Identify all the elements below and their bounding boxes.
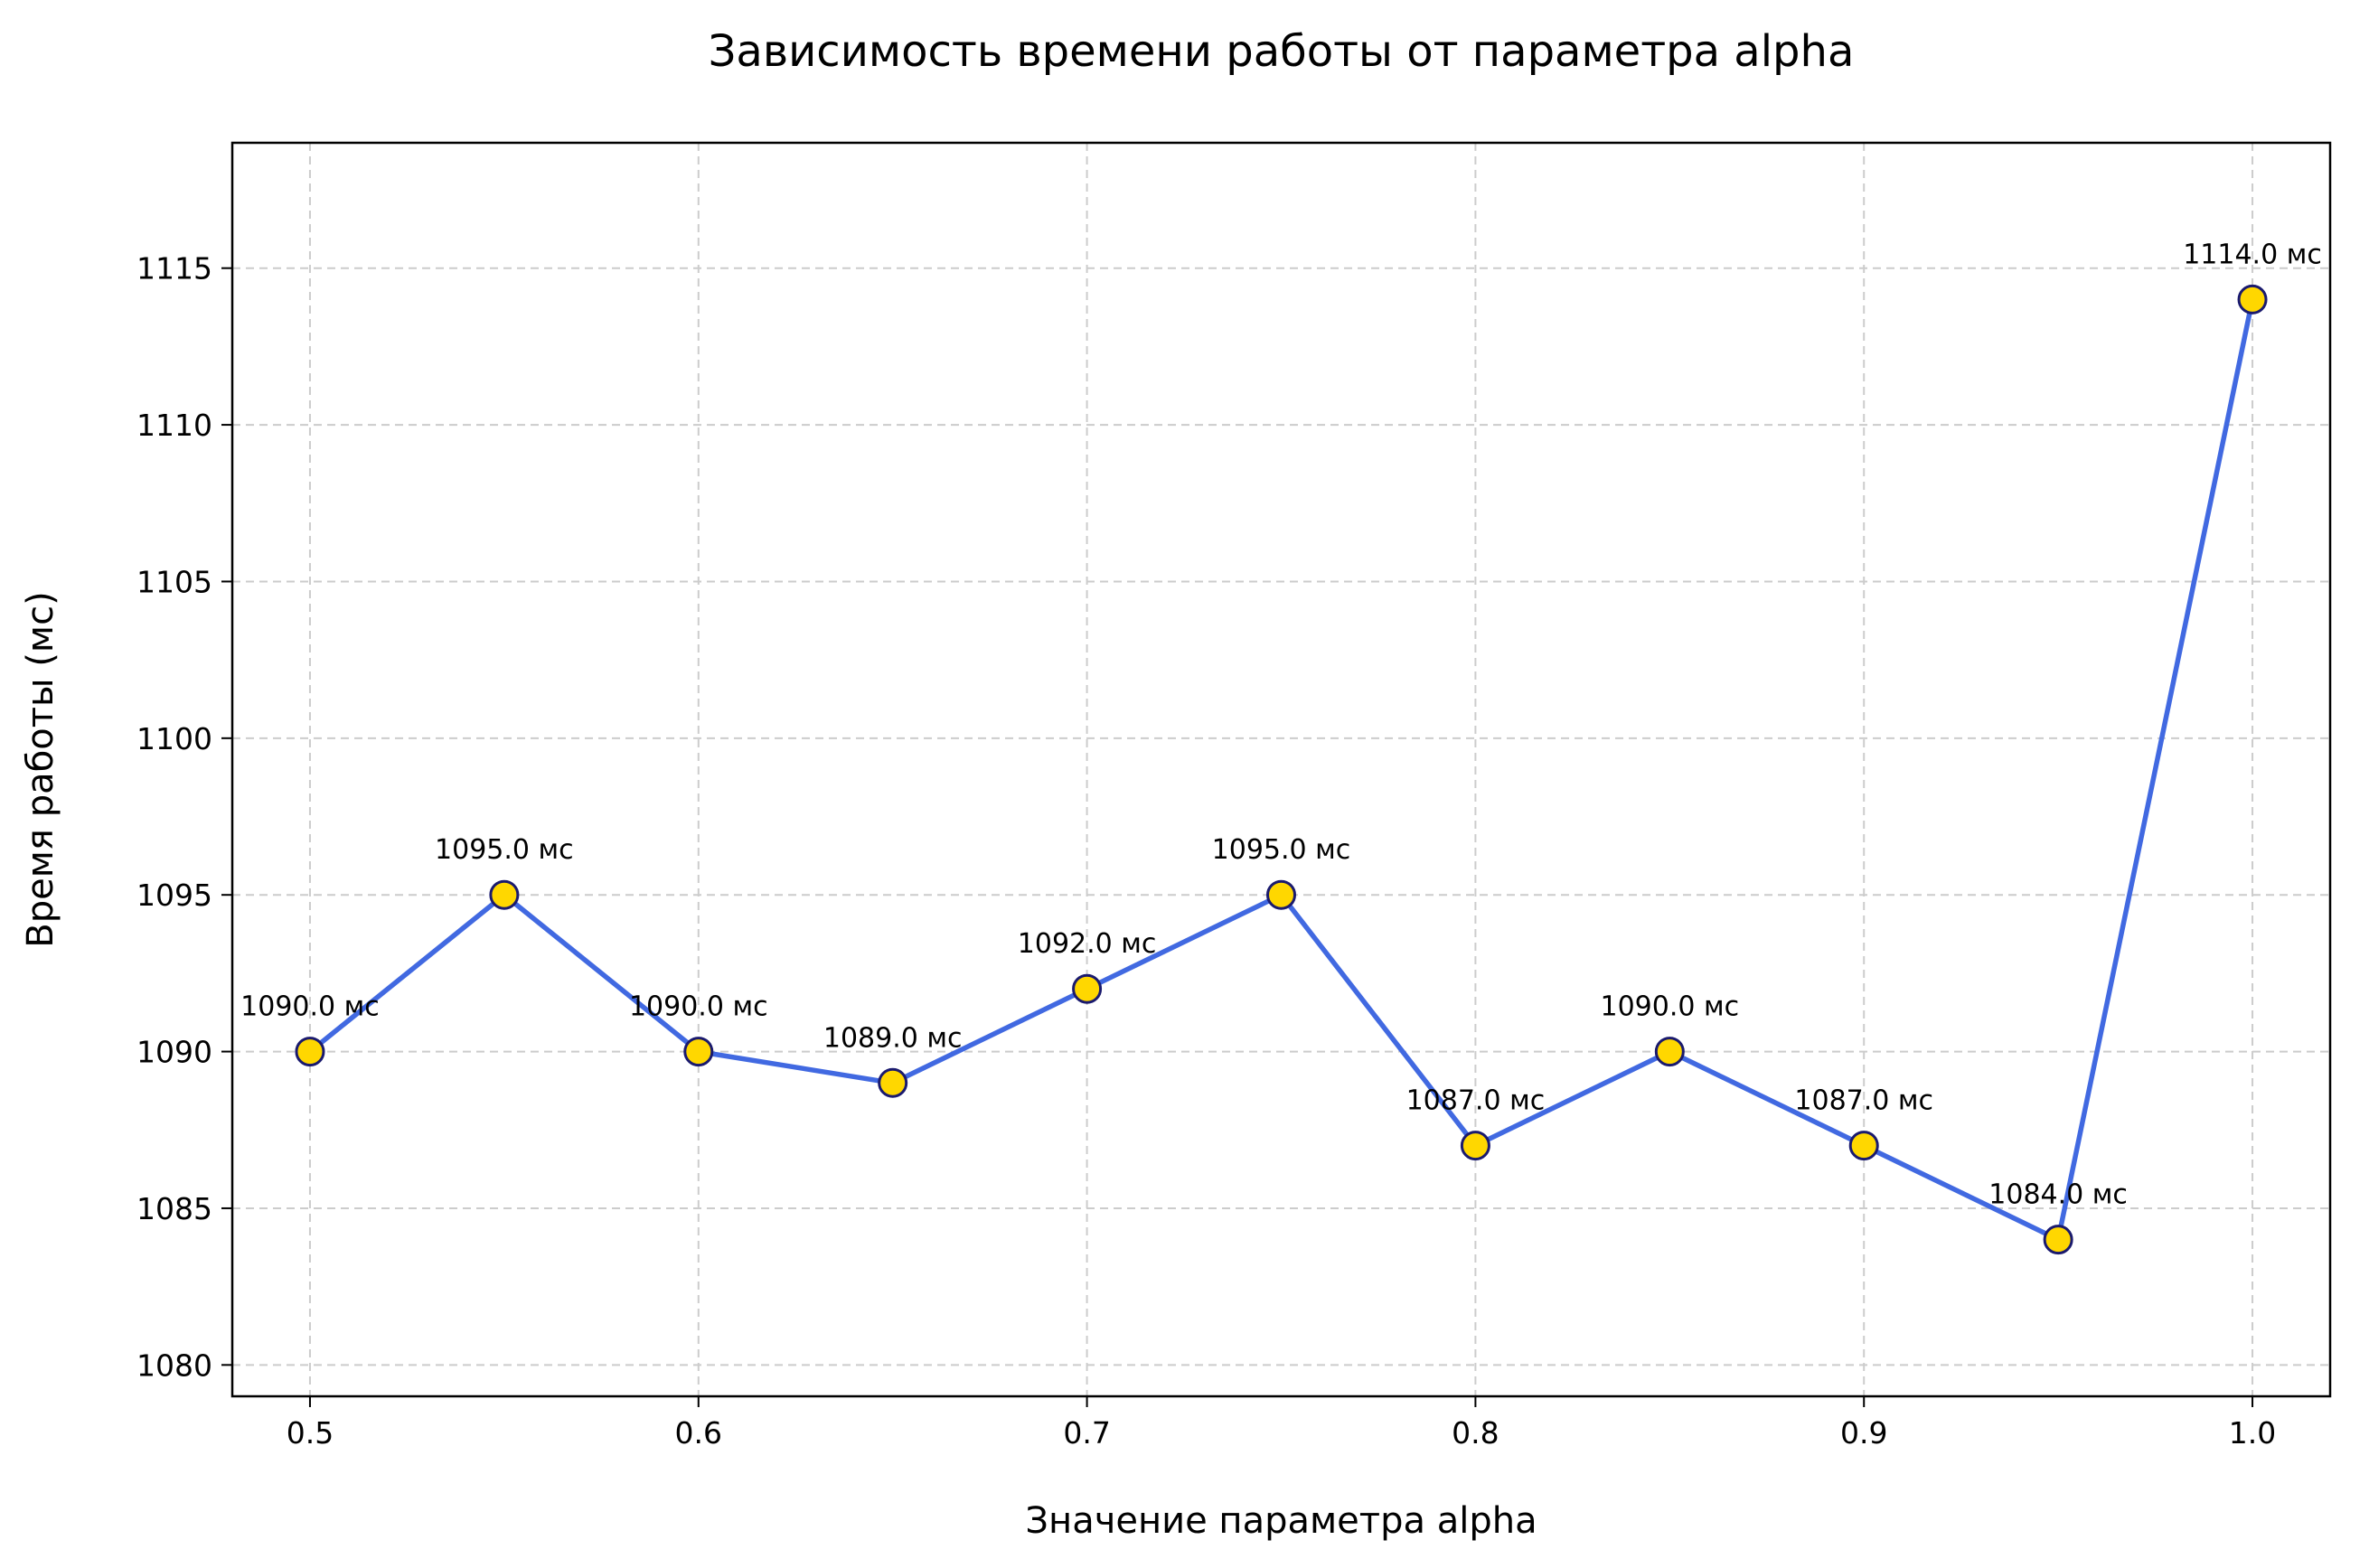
data-label: 1087.0 мс <box>1406 1085 1546 1117</box>
data-labels: 1090.0 мс 1095.0 мс 1090.0 мс 1089.0 мс 1092… <box>240 239 2322 1210</box>
data-label: 1090.0 мс <box>629 991 768 1023</box>
y-tick-label: 1085 <box>136 1191 212 1226</box>
y-tick-label: 1080 <box>136 1347 212 1383</box>
data-markers <box>295 284 2268 1255</box>
data-label: 1090.0 мс <box>1600 991 1739 1023</box>
x-tick-label: 1.0 <box>2229 1415 2276 1451</box>
x-tick-label: 0.5 <box>287 1415 334 1451</box>
grid-lines <box>232 143 2330 1396</box>
x-tick-label: 0.8 <box>1452 1415 1499 1451</box>
data-label: 1084.0 мс <box>1988 1179 2128 1211</box>
y-axis-label: Время работы (мс) <box>20 591 61 947</box>
axis-ticks: 0.5 0.6 0.7 0.8 0.9 1.0 1080 1085 1090 1095 1100 11… <box>136 251 2276 1451</box>
plot-frame <box>230 141 2332 1398</box>
data-label: 1095.0 мс <box>435 834 574 866</box>
data-point <box>1654 1037 1685 1067</box>
y-tick-label: 1110 <box>136 408 212 443</box>
data-point <box>1460 1131 1490 1161</box>
data-label: 1092.0 мс <box>1018 928 1157 960</box>
data-point <box>878 1067 908 1098</box>
data-label: 1114.0 мс <box>2183 239 2322 270</box>
data-label: 1087.0 мс <box>1794 1085 1933 1117</box>
y-tick-label: 1115 <box>136 251 212 286</box>
x-tick-label: 0.6 <box>675 1415 722 1451</box>
data-point <box>1266 879 1296 910</box>
data-point <box>683 1037 714 1067</box>
series-line <box>308 298 2255 1243</box>
data-point <box>1072 973 1103 1004</box>
data-label: 1090.0 мс <box>240 991 380 1023</box>
data-point <box>295 1037 325 1067</box>
y-tick-label: 1100 <box>136 721 212 756</box>
y-tick-label: 1105 <box>136 564 212 599</box>
data-point <box>1848 1131 1879 1161</box>
x-axis-label: Значение параметра alpha <box>1025 1500 1537 1542</box>
data-label: 1089.0 мс <box>823 1022 963 1054</box>
x-tick-label: 0.9 <box>1840 1415 1887 1451</box>
y-tick-label: 1095 <box>136 878 212 913</box>
data-point <box>2043 1225 2073 1255</box>
data-point <box>489 879 520 910</box>
x-tick-label: 0.7 <box>1063 1415 1110 1451</box>
data-point <box>2237 284 2268 315</box>
data-label: 1095.0 мс <box>1212 834 1351 866</box>
chart-title: Зависимость времени работы от параметра … <box>709 26 1855 77</box>
y-tick-label: 1090 <box>136 1035 212 1070</box>
